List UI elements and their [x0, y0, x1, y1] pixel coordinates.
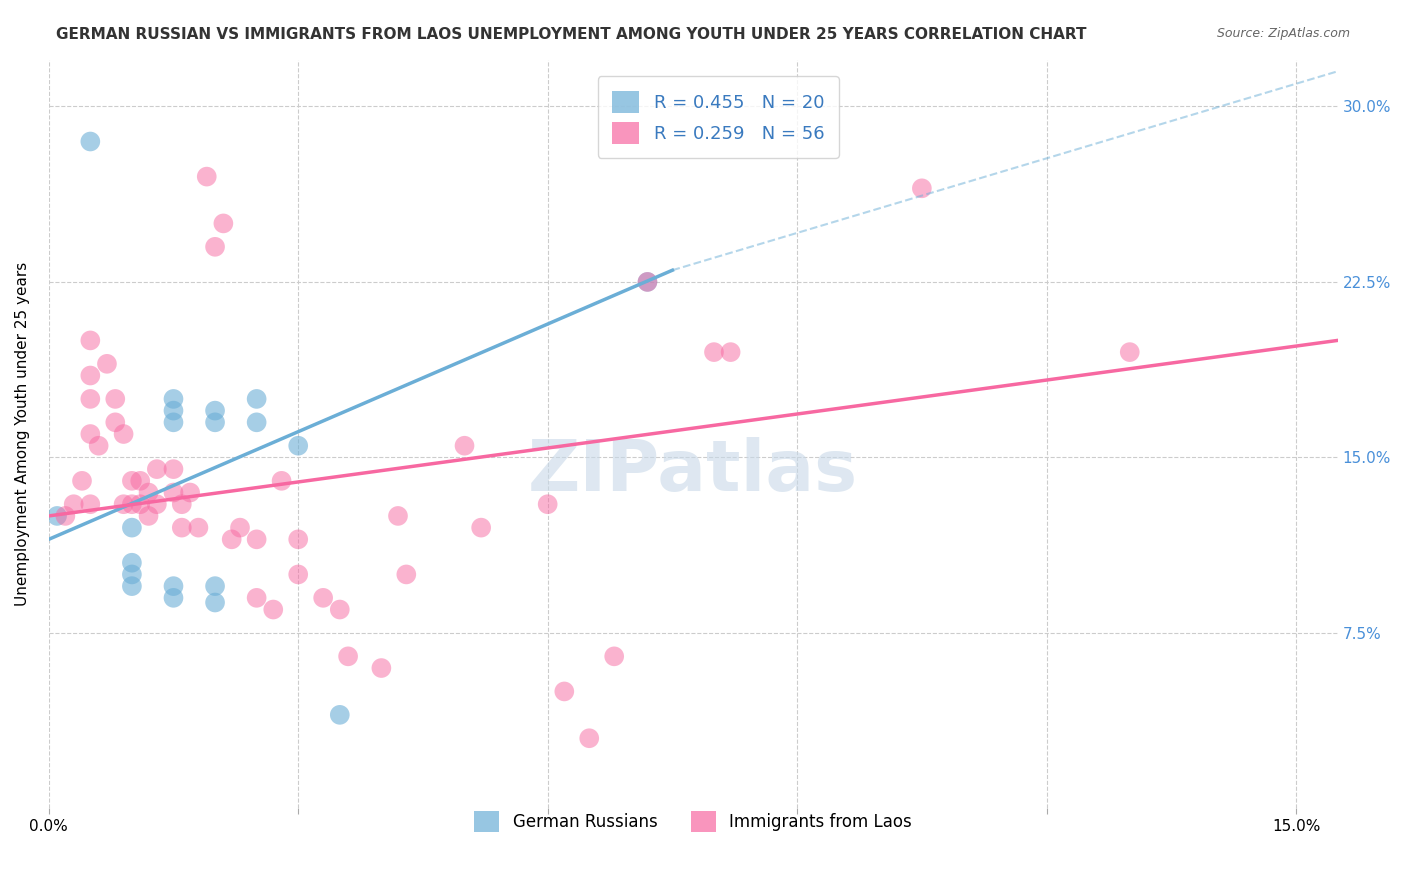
Point	[162, 462, 184, 476]
Point	[162, 415, 184, 429]
Point	[636, 275, 658, 289]
Point	[170, 497, 193, 511]
Point	[79, 427, 101, 442]
Point	[170, 521, 193, 535]
Point	[911, 181, 934, 195]
Point	[121, 579, 143, 593]
Point	[187, 521, 209, 535]
Point	[553, 684, 575, 698]
Point	[329, 707, 352, 722]
Point	[112, 427, 135, 442]
Point	[603, 649, 626, 664]
Point	[121, 497, 143, 511]
Point	[229, 521, 252, 535]
Text: ZIPatlas: ZIPatlas	[529, 437, 858, 506]
Point	[79, 392, 101, 406]
Point	[162, 392, 184, 406]
Point	[537, 497, 560, 511]
Point	[246, 533, 269, 547]
Point	[287, 439, 309, 453]
Point	[703, 345, 725, 359]
Point	[96, 357, 118, 371]
Point	[104, 415, 127, 429]
Text: Source: ZipAtlas.com: Source: ZipAtlas.com	[1216, 27, 1350, 40]
Point	[287, 533, 309, 547]
Point	[79, 497, 101, 511]
Point	[204, 403, 226, 417]
Point	[138, 485, 160, 500]
Point	[62, 497, 84, 511]
Point	[162, 591, 184, 605]
Point	[79, 368, 101, 383]
Point	[270, 474, 292, 488]
Text: GERMAN RUSSIAN VS IMMIGRANTS FROM LAOS UNEMPLOYMENT AMONG YOUTH UNDER 25 YEARS C: GERMAN RUSSIAN VS IMMIGRANTS FROM LAOS U…	[56, 27, 1087, 42]
Y-axis label: Unemployment Among Youth under 25 years: Unemployment Among Youth under 25 years	[15, 262, 30, 607]
Point	[246, 392, 269, 406]
Point	[221, 533, 243, 547]
Point	[204, 415, 226, 429]
Point	[70, 474, 93, 488]
Point	[121, 567, 143, 582]
Point	[395, 567, 418, 582]
Point	[337, 649, 360, 664]
Point	[329, 602, 352, 616]
Point	[246, 415, 269, 429]
Point	[138, 508, 160, 523]
Point	[112, 497, 135, 511]
Point	[204, 240, 226, 254]
Point	[162, 579, 184, 593]
Point	[470, 521, 492, 535]
Point	[246, 591, 269, 605]
Point	[287, 567, 309, 582]
Point	[1119, 345, 1142, 359]
Point	[146, 497, 169, 511]
Point	[129, 474, 152, 488]
Point	[46, 508, 69, 523]
Point	[636, 275, 658, 289]
Point	[104, 392, 127, 406]
Point	[87, 439, 110, 453]
Point	[162, 485, 184, 500]
Point	[121, 474, 143, 488]
Point	[370, 661, 392, 675]
Point	[204, 595, 226, 609]
Point	[179, 485, 201, 500]
Point	[212, 216, 235, 230]
Point	[578, 731, 600, 746]
Point	[121, 521, 143, 535]
Point	[79, 334, 101, 348]
Point	[121, 556, 143, 570]
Point	[55, 508, 77, 523]
Point	[129, 497, 152, 511]
Point	[262, 602, 284, 616]
Point	[195, 169, 218, 184]
Point	[204, 579, 226, 593]
Point	[79, 135, 101, 149]
Point	[387, 508, 409, 523]
Point	[720, 345, 742, 359]
Point	[453, 439, 475, 453]
Point	[312, 591, 335, 605]
Point	[162, 403, 184, 417]
Point	[146, 462, 169, 476]
Legend: German Russians, Immigrants from Laos: German Russians, Immigrants from Laos	[461, 798, 925, 845]
